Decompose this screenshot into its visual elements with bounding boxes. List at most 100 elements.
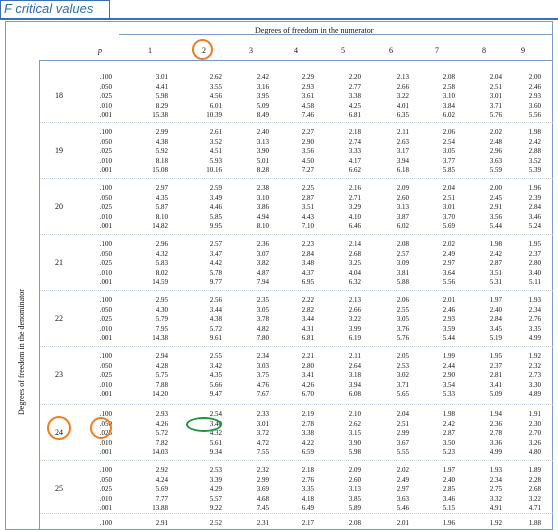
table-cell: 2.61	[209, 128, 222, 136]
p-value-label: .050	[99, 193, 112, 202]
table-cell: 5.11	[529, 278, 541, 287]
table-cell: 2.10	[348, 410, 361, 418]
table-cell: 7.94	[256, 278, 269, 287]
table-cell: 3.35	[528, 324, 541, 333]
table-cell: 3.03	[256, 361, 269, 370]
table-cell: 5.92	[155, 147, 168, 156]
p-value-label: .010	[99, 438, 112, 447]
table-cell: 5.88	[396, 278, 409, 287]
table-cell: 3.77	[442, 156, 455, 165]
table-cell: 14.82	[152, 222, 168, 231]
title-tab	[0, 0, 110, 18]
table-cell: 2.02	[489, 128, 502, 136]
table-cell: 5.57	[209, 494, 222, 503]
table-cell: 3.64	[442, 268, 455, 277]
df-row-label-22: 22	[55, 314, 63, 324]
table-cell: 1.98	[528, 128, 541, 136]
table-cell: 3.40	[528, 268, 541, 277]
table-cell: 3.47	[209, 249, 222, 258]
table-cell: 2.66	[396, 82, 409, 91]
table-cell: 4.24	[155, 475, 168, 484]
table-cell: 2.11	[349, 352, 361, 360]
table-cell: 7.27	[301, 166, 314, 175]
p-value-label: .100	[99, 466, 112, 474]
table-cell: 2.19	[301, 410, 314, 418]
table-cell: 4.38	[209, 315, 222, 324]
p-value-label: .010	[99, 101, 112, 110]
table-cell: 2.11	[397, 128, 409, 136]
p-column-header: p	[98, 46, 102, 55]
table-cell: 3.26	[528, 438, 541, 447]
p-value-label: .025	[99, 92, 112, 101]
block-separator	[40, 290, 553, 291]
table-cell: 4.37	[301, 268, 314, 277]
table-cell: 4.10	[348, 212, 361, 221]
table-cell: 2.00	[528, 73, 541, 81]
table-cell: 4.01	[396, 101, 409, 110]
table-cell: 3.72	[256, 429, 269, 438]
table-cell: 5.33	[442, 390, 455, 399]
table-cell: 5.56	[442, 278, 455, 287]
table-cell: 2.02	[396, 466, 409, 474]
table-cell: 5.85	[442, 166, 455, 175]
table-cell: 5.44	[489, 222, 502, 231]
p-050-highlight-circle	[90, 417, 112, 439]
p-value-label: .010	[99, 156, 112, 165]
table-cell: 2.32	[256, 466, 269, 474]
table-cell: 4.51	[209, 147, 222, 156]
table-cell: 5.79	[155, 315, 168, 324]
table-cell: 2.80	[528, 259, 541, 268]
table-cell: 4.25	[348, 101, 361, 110]
table-cell: 2.97	[442, 259, 455, 268]
df-row-label-21: 21	[55, 258, 63, 268]
table-cell: 3.90	[256, 147, 269, 156]
table-cell: 3.22	[348, 315, 361, 324]
table-cell: 10.39	[206, 111, 222, 120]
table-cell: 3.69	[256, 485, 269, 494]
table-cell: 4.22	[301, 438, 314, 447]
table-cell: 2.56	[209, 296, 222, 304]
table-cell: 3.81	[396, 268, 409, 277]
table-cell: 3.52	[209, 137, 222, 146]
table-cell: 15.08	[152, 166, 168, 175]
table-cell: 14.03	[152, 448, 168, 457]
p-value-label: .050	[99, 475, 112, 484]
table-cell: 2.45	[489, 193, 502, 202]
table-cell: 4.71	[528, 504, 541, 513]
table-cell: 2.48	[489, 137, 502, 146]
table-cell: 6.01	[209, 101, 222, 110]
p-value-label: .100	[99, 519, 112, 527]
table-cell: 2.99	[155, 128, 168, 136]
table-cell: 4.32	[209, 429, 222, 438]
table-cell: 7.46	[301, 111, 314, 120]
table-cell: 6.49	[301, 504, 314, 513]
table-cell: 2.39	[528, 193, 541, 202]
table-cell: 7.77	[155, 494, 168, 503]
table-cell: 5.69	[155, 485, 168, 494]
table-cell: 2.91	[155, 519, 168, 527]
table-cell: 5.59	[489, 166, 502, 175]
p-value-label: .001	[99, 222, 112, 231]
table-cell: 3.86	[256, 203, 269, 212]
header-rule	[0, 18, 558, 20]
table-cell: 2.94	[155, 352, 168, 360]
table-cell: 3.16	[256, 82, 269, 91]
table-cell: 2.62	[209, 73, 222, 81]
table-cell: 3.30	[528, 380, 541, 389]
table-cell: 2.34	[256, 352, 269, 360]
table-cell: 2.27	[301, 128, 314, 136]
table-cell: 1.93	[528, 296, 541, 304]
table-cell: 6.81	[348, 111, 361, 120]
table-cell: 3.05	[256, 305, 269, 314]
table-cell: 2.01	[442, 296, 455, 304]
table-cell: 2.22	[301, 296, 314, 304]
table-cell: 2.90	[442, 371, 455, 380]
column-header-7: 7	[435, 46, 439, 55]
table-cell: 2.06	[396, 296, 409, 304]
table-cell: 3.94	[396, 156, 409, 165]
table-cell: 2.90	[301, 137, 314, 146]
table-cell: 2.34	[528, 305, 541, 314]
table-cell: 2.85	[442, 485, 455, 494]
table-cell: 3.13	[396, 203, 409, 212]
table-cell: 3.13	[256, 137, 269, 146]
